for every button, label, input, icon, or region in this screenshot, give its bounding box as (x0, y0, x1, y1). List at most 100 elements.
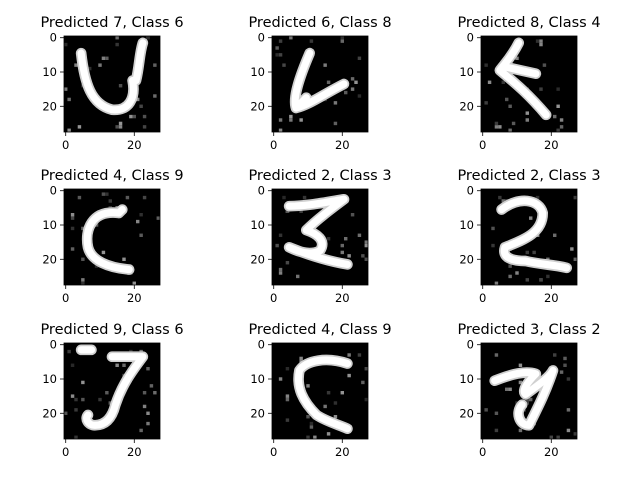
digit-stroke-group (283, 193, 353, 270)
noise-pixel (508, 387, 512, 391)
noise-pixel (333, 121, 338, 126)
noise-pixel (542, 63, 547, 67)
y-tick-label: 0 (467, 338, 474, 352)
noise-pixel (275, 243, 279, 248)
noise-pixel (559, 118, 564, 122)
noise-pixel (285, 261, 290, 265)
digit-stroke (291, 49, 348, 112)
x-tick-label: 20 (127, 138, 142, 152)
noise-pixel (81, 380, 85, 385)
noise-pixel (108, 199, 112, 203)
digit-stroke-group (75, 37, 149, 116)
noise-pixel (278, 267, 283, 272)
noise-pixel (309, 39, 314, 43)
noise-pixel (278, 271, 283, 275)
noise-pixel (313, 435, 317, 439)
noise-pixel (549, 435, 553, 439)
noise-pixel (326, 391, 331, 395)
noise-pixel (64, 87, 68, 91)
y-tick-label: 10 (42, 65, 57, 79)
noise-pixel (323, 404, 327, 409)
noise-pixel (299, 118, 303, 122)
noise-pixel (296, 274, 300, 279)
noise-pixel (340, 391, 344, 395)
noise-pixel (74, 397, 78, 402)
noise-pixel (570, 247, 574, 251)
y-tick-label: 0 (258, 338, 265, 352)
noise-pixel (566, 428, 571, 433)
y-tick-label: 10 (250, 65, 265, 79)
digit-image (481, 36, 577, 132)
noise-pixel (501, 80, 505, 84)
noise-pixel (139, 233, 143, 237)
y-tick-label: 20 (250, 252, 265, 266)
noise-pixel (340, 39, 344, 43)
noise-pixel (484, 101, 488, 105)
y-tick-label: 0 (467, 31, 474, 45)
digit-stroke (295, 356, 352, 433)
noise-pixel (487, 80, 492, 84)
noise-pixel (323, 63, 327, 67)
noise-pixel (275, 46, 279, 50)
noise-pixel (491, 243, 495, 248)
x-tick-label: 20 (335, 291, 350, 305)
noise-pixel (532, 250, 536, 255)
noise-pixel (70, 213, 75, 217)
noise-pixel (350, 213, 355, 217)
noise-pixel (101, 56, 106, 60)
axes-frame (271, 35, 369, 133)
noise-pixel (139, 213, 143, 217)
digit-stroke (77, 346, 147, 429)
y-tick-label: 20 (250, 99, 265, 113)
noise-pixel (333, 101, 338, 105)
noise-pixel (94, 223, 99, 227)
noise-pixel (278, 128, 283, 132)
noise-pixel (494, 353, 499, 357)
x-tick-label: 20 (335, 445, 350, 459)
noise-pixel (101, 192, 106, 196)
noise-pixel (64, 42, 68, 47)
noise-pixel (573, 257, 577, 261)
noise-pixel (573, 432, 577, 436)
digit-stroke (83, 205, 133, 274)
digit-stroke-group (489, 365, 559, 431)
noise-pixel (115, 125, 119, 129)
axes-frame (63, 35, 161, 133)
noise-pixel (67, 128, 71, 132)
noise-pixel (289, 114, 293, 119)
noise-pixel (285, 209, 290, 213)
x-tick-label: 0 (479, 445, 486, 459)
y-tick-label: 10 (42, 372, 57, 386)
noise-pixel (498, 195, 502, 200)
noise-pixel (275, 53, 279, 57)
noise-pixel (285, 394, 290, 398)
noise-pixel (484, 408, 488, 412)
noise-pixel (539, 39, 543, 43)
noise-pixel (556, 87, 560, 91)
noise-pixel (553, 233, 557, 237)
noise-pixel (122, 363, 126, 367)
noise-pixel (340, 250, 344, 255)
axes-frame (480, 342, 578, 440)
panel-title: Predicted 3, Class 2 (457, 322, 600, 338)
noise-pixel (156, 216, 160, 220)
noise-pixel (498, 125, 502, 129)
noise-pixel (139, 428, 143, 433)
noise-pixel (306, 415, 310, 419)
noise-pixel (518, 363, 523, 367)
noise-pixel (326, 80, 331, 84)
noise-pixel (357, 56, 362, 60)
noise-pixel (556, 435, 560, 439)
digit-stroke (491, 366, 557, 429)
noise-pixel (518, 380, 523, 385)
noise-pixel (139, 104, 143, 108)
noise-pixel (364, 367, 368, 371)
noise-pixel (132, 281, 136, 285)
noise-pixel (563, 363, 567, 367)
digit-stroke-group (494, 37, 552, 121)
x-tick-label: 20 (544, 138, 559, 152)
